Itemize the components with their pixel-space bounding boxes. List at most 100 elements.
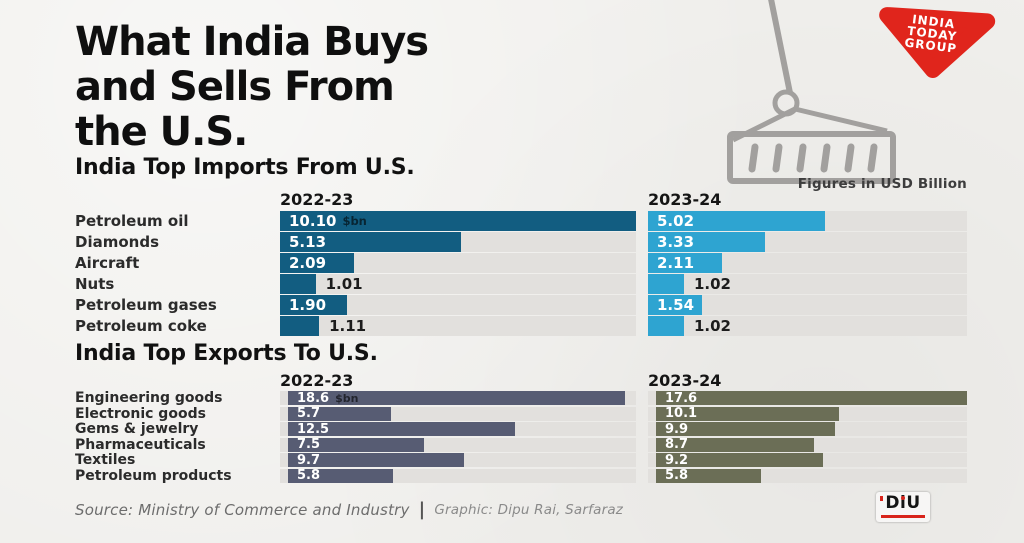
bar-row: Nuts 1.01 1.02: [75, 274, 967, 295]
value-bar: 5.8: [656, 468, 762, 483]
bar-value-label: 8.7: [665, 437, 689, 452]
category-label: Petroleum gases: [75, 296, 217, 314]
bar-value-label: 1.11: [329, 317, 367, 335]
value-bar: 17.6: [656, 390, 967, 406]
bar-track: 1.90: [280, 295, 636, 315]
imports-column-headers: 2022-23 2023-24: [280, 190, 967, 209]
diu-logo: DiU: [876, 492, 930, 522]
bar-track: 8.7: [648, 437, 967, 452]
exports-section: India Top Exports To U.S. 2022-23 2023-2…: [75, 342, 967, 484]
column-header-2022-23: 2022-23: [280, 190, 354, 209]
bar-value-label: 10.1: [665, 406, 698, 421]
value-bar: 3.33: [648, 232, 766, 252]
bar-value-label: 1.90: [289, 296, 327, 314]
value-bar: 9.9: [656, 421, 836, 437]
bar-value-label: 1.02: [693, 317, 731, 335]
bar-track: 5.7: [280, 406, 636, 421]
category-label: Textiles: [75, 452, 136, 468]
source-text: Source: Ministry of Commerce and Industr…: [75, 500, 410, 519]
bar-track: 5.02: [648, 211, 967, 231]
bar-track: 2.09: [280, 253, 636, 273]
unit-label: $bn: [342, 214, 367, 228]
bar-row: Engineering goods 18.6 $bn 17.6: [75, 391, 967, 407]
bar-track: 12.5: [280, 422, 636, 437]
bar-row: Petroleum oil 10.10 $bn 5.02: [75, 211, 967, 232]
diu-red-dot: [901, 496, 905, 500]
bar-row: Petroleum gases 1.90 1.54: [75, 295, 967, 316]
bar-track: 17.6: [648, 390, 967, 406]
footer-credits: Source: Ministry of Commerce and Industr…: [75, 499, 623, 520]
bar-value-label: 2.09: [289, 254, 327, 272]
bar-value-label: 5.02: [657, 212, 695, 230]
value-bar: 5.7: [288, 406, 392, 421]
category-label: Petroleum products: [75, 467, 232, 484]
bar-value-label: 5.7: [297, 406, 321, 421]
value-bar: 7.5: [288, 437, 424, 452]
bar-value-label: 2.11: [657, 254, 695, 272]
value-bar: 1.54: [648, 295, 703, 315]
value-bar: [280, 316, 320, 336]
exports-section-title: India Top Exports To U.S.: [75, 341, 378, 366]
category-label: Aircraft: [75, 254, 140, 272]
bar-row: Aircraft 2.09 2.11: [75, 253, 967, 274]
category-label: Pharmaceuticals: [75, 436, 206, 453]
category-label: Diamonds: [75, 233, 159, 251]
exports-column-headers: 2022-23 2023-24: [280, 371, 967, 390]
bar-track: 1.54: [648, 295, 967, 315]
bar-value-label: 1.54: [657, 296, 695, 314]
category-label: Petroleum coke: [75, 317, 207, 335]
bar-track: 1.02: [648, 274, 967, 294]
bar-value-label: 1.01: [325, 275, 363, 293]
bar-track: 9.7: [280, 453, 636, 468]
value-bar: 12.5: [288, 422, 515, 437]
page-title: What India Buys and Sells From the U.S.: [75, 19, 429, 155]
category-label: Gems & jewelry: [75, 421, 199, 437]
bar-rows: Engineering goods 18.6 $bn 17.6 Electronic g…: [75, 391, 967, 484]
bar-track: 2.11: [648, 253, 967, 273]
value-bar: 5.8: [288, 468, 394, 483]
bar-value-label: 9.9: [665, 421, 689, 437]
bar-track: 1.11: [280, 316, 636, 336]
bar-track: 7.5: [280, 437, 636, 452]
bar-row: Pharmaceuticals 7.5 8.7: [75, 436, 967, 454]
diu-red-strip: [881, 515, 925, 518]
category-label: Engineering goods: [75, 390, 223, 406]
crane-hook-container-icon: [727, 0, 896, 184]
value-bar: 9.2: [656, 452, 823, 468]
category-label: Electronic goods: [75, 405, 206, 422]
bar-track: 10.10 $bn: [280, 211, 636, 231]
bar-track: 9.9: [648, 421, 967, 437]
category-label: Nuts: [75, 275, 115, 293]
graphic-credit-text: Graphic: Dipu Rai, Sarfaraz: [434, 501, 624, 518]
bar-track: 5.13: [280, 232, 636, 252]
value-bar: 1.90: [280, 295, 347, 315]
bar-row: Petroleum coke 1.11 1.02: [75, 316, 967, 337]
value-bar: 9.7: [288, 453, 464, 468]
value-bar: 8.7: [656, 437, 814, 452]
value-bar: 2.09: [280, 253, 354, 273]
bar-value-label: 7.5: [297, 437, 321, 452]
bar-track: 5.8: [280, 468, 636, 483]
value-bar: 18.6 $bn: [288, 391, 626, 406]
bar-row: Textiles 9.7 9.2: [75, 453, 967, 469]
bar-track: 18.6 $bn: [280, 391, 636, 406]
value-bar: [648, 274, 684, 294]
column-header-2023-24: 2023-24: [648, 190, 722, 209]
bar-row: Diamonds 5.13 3.33: [75, 232, 967, 253]
india-today-group-logo: INDIA TODAY GROUP: [868, 0, 1001, 91]
bar-value-label: 17.6: [665, 390, 698, 406]
bar-track: 1.01: [280, 274, 636, 294]
bar-value-label: 9.2: [665, 452, 689, 468]
diu-corner-mark: [880, 496, 883, 501]
bar-track: 5.8: [648, 468, 967, 483]
diu-logo-text: DiU: [885, 493, 921, 513]
bar-track: 3.33: [648, 232, 967, 252]
value-bar: 10.10 $bn: [280, 211, 636, 231]
bar-row: Petroleum products 5.8 5.8: [75, 467, 967, 485]
bar-value-label: 5.8: [297, 468, 321, 483]
bar-track: 9.2: [648, 452, 967, 468]
bar-value-label: 3.33: [657, 233, 695, 251]
bar-track: 10.1: [648, 406, 967, 421]
footer-divider: |: [418, 499, 426, 520]
